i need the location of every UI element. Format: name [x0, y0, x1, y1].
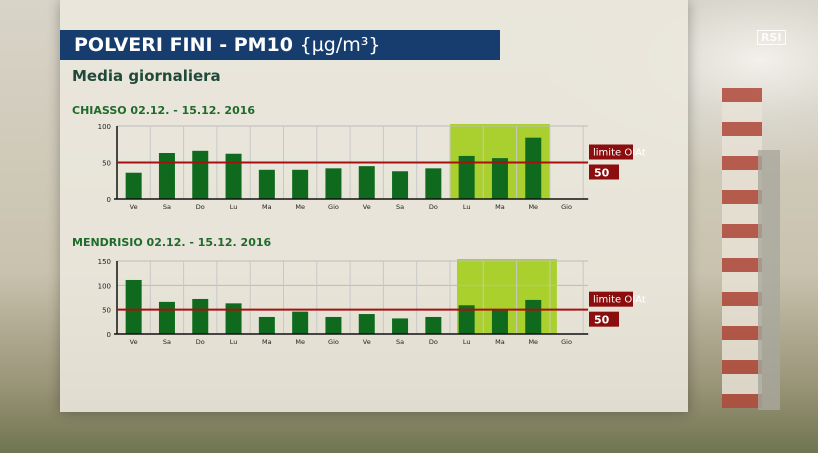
x-tick-label: Gio: [561, 338, 572, 346]
chart-panel: [60, 0, 688, 412]
limit-label: limite OIAt: [593, 295, 646, 306]
x-tick-label: Lu: [463, 203, 471, 211]
x-tick-label: Ma: [262, 338, 272, 346]
chart-title-mendrisio: MENDRISIO 02.12. - 15.12. 2016: [72, 236, 272, 249]
x-tick-label: Ma: [262, 203, 272, 211]
x-tick-label: Ve: [130, 338, 138, 346]
x-tick-label: Me: [528, 203, 538, 211]
y-tick-label: 100: [98, 123, 111, 131]
chart-title-chiasso: CHIASSO 02.12. - 15.12. 2016: [72, 104, 256, 117]
bar: [491, 309, 508, 334]
bar: [225, 153, 242, 199]
bar: [158, 301, 175, 334]
bar: [325, 316, 342, 334]
bar: [425, 168, 442, 199]
x-tick-label: Gio: [328, 203, 339, 211]
bar: [225, 303, 242, 334]
y-tick-label: 150: [98, 258, 111, 266]
bar: [192, 298, 209, 334]
x-tick-label: Do: [196, 338, 205, 346]
x-tick-label: Sa: [163, 203, 171, 211]
rsi-logo: RSI: [757, 30, 786, 45]
x-tick-label: Ve: [363, 338, 371, 346]
bar: [125, 172, 142, 199]
x-tick-label: Lu: [230, 203, 238, 211]
bar: [292, 311, 309, 334]
bar: [258, 169, 275, 199]
limit-value-bg: [589, 311, 619, 327]
x-tick-label: Do: [429, 338, 438, 346]
x-tick-label: Lu: [230, 338, 238, 346]
limit-value-bg: [589, 164, 619, 180]
y-tick-label: 100: [98, 282, 111, 290]
x-tick-label: Do: [429, 203, 438, 211]
x-tick-label: Do: [196, 203, 205, 211]
limit-label-bg: [589, 144, 633, 160]
bar: [525, 137, 542, 199]
x-tick-label: Ve: [130, 203, 138, 211]
x-tick-label: Ve: [363, 203, 371, 211]
bar: [425, 316, 442, 334]
x-tick-label: Me: [295, 338, 305, 346]
limit-value: 50: [594, 314, 610, 327]
bar: [458, 155, 475, 199]
x-tick-label: Sa: [163, 338, 171, 346]
bar: [392, 171, 409, 199]
bar: [358, 166, 375, 199]
x-tick-label: Me: [295, 203, 305, 211]
y-tick-label: 50: [102, 160, 111, 168]
bar: [125, 279, 142, 334]
bar: [192, 150, 209, 199]
chimney-image-2: [758, 150, 780, 410]
chimney-image: [722, 88, 762, 408]
bar: [158, 153, 175, 199]
x-tick-label: Me: [528, 338, 538, 346]
title-unit: {µg/m³}: [299, 34, 381, 56]
bar: [525, 299, 542, 334]
x-tick-label: Lu: [463, 338, 471, 346]
x-tick-label: Ma: [495, 338, 505, 346]
y-tick-label: 50: [102, 307, 111, 315]
page-title: POLVERI FINI - PM10 {µg/m³}: [60, 30, 500, 60]
x-tick-label: Sa: [396, 338, 404, 346]
x-tick-label: Sa: [396, 203, 404, 211]
title-text: POLVERI FINI - PM10: [74, 34, 293, 56]
bar: [392, 318, 409, 334]
x-tick-label: Gio: [328, 338, 339, 346]
y-tick-label: 0: [107, 331, 111, 339]
x-tick-label: Gio: [561, 203, 572, 211]
bar: [491, 158, 508, 199]
bar: [258, 316, 275, 334]
limit-label-bg: [589, 291, 633, 307]
bar: [292, 169, 309, 199]
bar: [458, 305, 475, 334]
bar: [358, 314, 375, 334]
y-tick-label: 0: [107, 196, 111, 204]
subtitle: Media giornaliera: [72, 67, 221, 85]
limit-label: limite OIAt: [593, 148, 646, 159]
limit-value: 50: [594, 167, 610, 180]
bar: [325, 168, 342, 199]
x-tick-label: Ma: [495, 203, 505, 211]
